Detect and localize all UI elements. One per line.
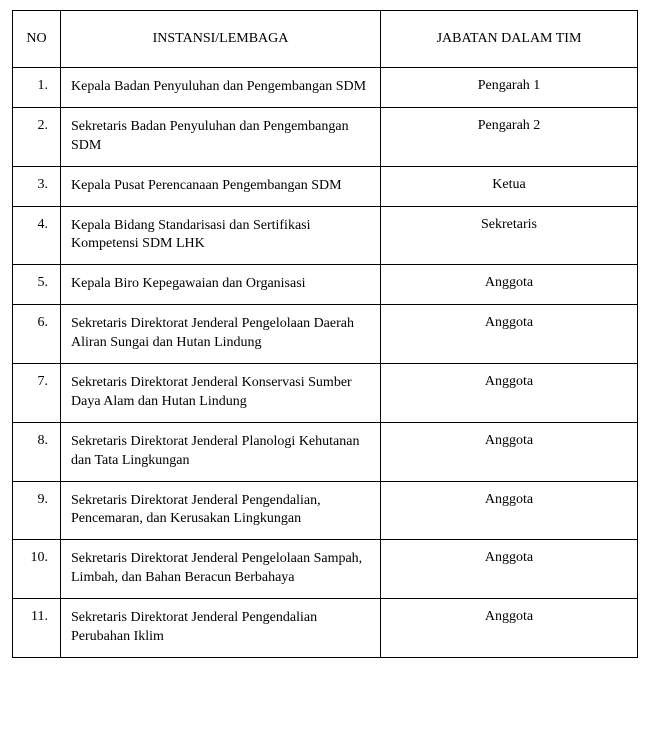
table-row: 6. Sekretaris Direktorat Jenderal Pengel… xyxy=(13,305,638,364)
table-row: 7. Sekretaris Direktorat Jenderal Konser… xyxy=(13,364,638,423)
table-row: 11. Sekretaris Direktorat Jenderal Penge… xyxy=(13,599,638,658)
cell-no: 9. xyxy=(13,481,61,540)
table-row: 5. Kepala Biro Kepegawaian dan Organisas… xyxy=(13,265,638,305)
table-row: 4. Kepala Bidang Standarisasi dan Sertif… xyxy=(13,206,638,265)
table-row: 1. Kepala Badan Penyuluhan dan Pengemban… xyxy=(13,68,638,108)
table-row: 2. Sekretaris Badan Penyuluhan dan Penge… xyxy=(13,107,638,166)
institution-table: NO INSTANSI/LEMBAGA JABATAN DALAM TIM 1.… xyxy=(12,10,638,658)
cell-jabatan: Anggota xyxy=(381,481,638,540)
cell-instansi: Kepala Biro Kepegawaian dan Organisasi xyxy=(61,265,381,305)
cell-no: 10. xyxy=(13,540,61,599)
cell-no: 8. xyxy=(13,422,61,481)
cell-instansi: Sekretaris Direktorat Jenderal Konservas… xyxy=(61,364,381,423)
cell-instansi: Sekretaris Direktorat Jenderal Planologi… xyxy=(61,422,381,481)
cell-jabatan: Pengarah 1 xyxy=(381,68,638,108)
cell-instansi: Kepala Bidang Standarisasi dan Sertifika… xyxy=(61,206,381,265)
header-jabatan: JABATAN DALAM TIM xyxy=(381,11,638,68)
cell-no: 4. xyxy=(13,206,61,265)
cell-jabatan: Sekretaris xyxy=(381,206,638,265)
table-body: 1. Kepala Badan Penyuluhan dan Pengemban… xyxy=(13,68,638,658)
cell-jabatan: Ketua xyxy=(381,166,638,206)
table-row: 10. Sekretaris Direktorat Jenderal Penge… xyxy=(13,540,638,599)
cell-jabatan: Anggota xyxy=(381,599,638,658)
header-instansi: INSTANSI/LEMBAGA xyxy=(61,11,381,68)
table-row: 3. Kepala Pusat Perencanaan Pengembangan… xyxy=(13,166,638,206)
cell-instansi: Sekretaris Direktorat Jenderal Pengelola… xyxy=(61,305,381,364)
cell-jabatan: Anggota xyxy=(381,540,638,599)
cell-instansi: Kepala Badan Penyuluhan dan Pengembangan… xyxy=(61,68,381,108)
header-no: NO xyxy=(13,11,61,68)
cell-jabatan: Pengarah 2 xyxy=(381,107,638,166)
cell-jabatan: Anggota xyxy=(381,305,638,364)
table-row: 8. Sekretaris Direktorat Jenderal Planol… xyxy=(13,422,638,481)
cell-instansi: Kepala Pusat Perencanaan Pengembangan SD… xyxy=(61,166,381,206)
cell-no: 1. xyxy=(13,68,61,108)
cell-no: 5. xyxy=(13,265,61,305)
table-header-row: NO INSTANSI/LEMBAGA JABATAN DALAM TIM xyxy=(13,11,638,68)
cell-jabatan: Anggota xyxy=(381,364,638,423)
cell-no: 3. xyxy=(13,166,61,206)
cell-instansi: Sekretaris Direktorat Jenderal Pengendal… xyxy=(61,599,381,658)
table-row: 9. Sekretaris Direktorat Jenderal Pengen… xyxy=(13,481,638,540)
cell-no: 7. xyxy=(13,364,61,423)
cell-no: 11. xyxy=(13,599,61,658)
cell-instansi: Sekretaris Direktorat Jenderal Pengelola… xyxy=(61,540,381,599)
cell-jabatan: Anggota xyxy=(381,422,638,481)
cell-instansi: Sekretaris Badan Penyuluhan dan Pengemba… xyxy=(61,107,381,166)
cell-no: 2. xyxy=(13,107,61,166)
cell-instansi: Sekretaris Direktorat Jenderal Pengendal… xyxy=(61,481,381,540)
cell-jabatan: Anggota xyxy=(381,265,638,305)
cell-no: 6. xyxy=(13,305,61,364)
